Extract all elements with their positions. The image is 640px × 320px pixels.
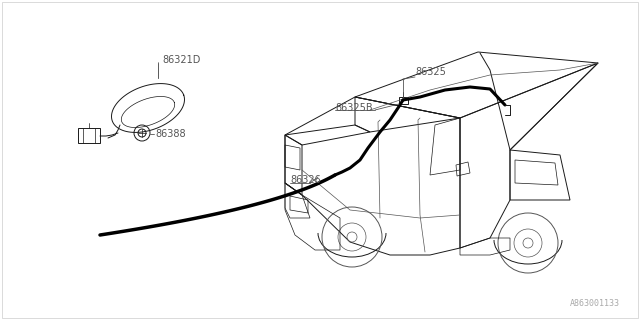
Text: 86321D: 86321D bbox=[162, 55, 200, 65]
Text: 86325B: 86325B bbox=[335, 103, 372, 113]
Text: 86388: 86388 bbox=[155, 129, 186, 139]
Text: 86326: 86326 bbox=[290, 175, 321, 185]
Text: A863001133: A863001133 bbox=[570, 299, 620, 308]
Text: 86325: 86325 bbox=[415, 67, 446, 77]
